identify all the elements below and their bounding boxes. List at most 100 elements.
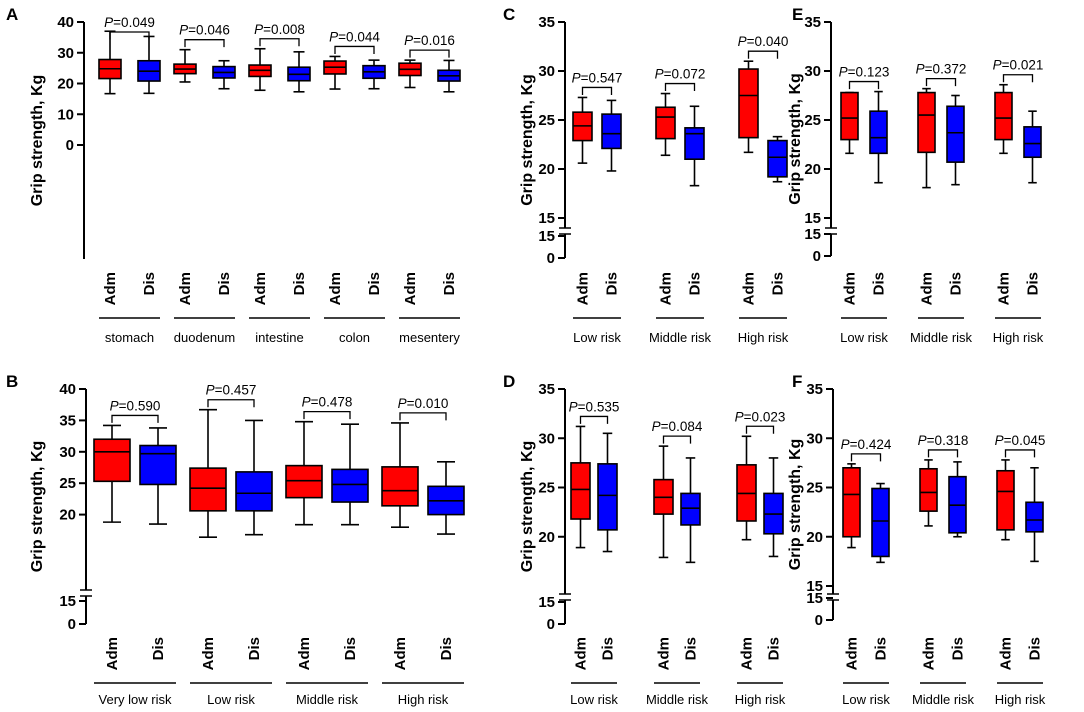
p-symbol: P <box>993 58 1002 73</box>
y-tick-label: 20 <box>806 529 823 546</box>
y-tick-label: 20 <box>538 161 555 178</box>
y-tick-label: 0 <box>547 616 555 633</box>
y-tick-label: 15 <box>806 590 823 607</box>
y-axis-label: Grip strength, Kg <box>519 441 536 573</box>
group-low-risk: P=0.424 Adm Dis Low risk <box>841 437 892 707</box>
significance-bracket <box>848 80 880 90</box>
box-iqr <box>381 466 419 507</box>
group-label: duodenum <box>174 330 235 345</box>
p-value: =0.049 <box>113 15 155 30</box>
box-iqr <box>597 463 618 531</box>
p-symbol: P <box>655 67 664 82</box>
p-symbol: P <box>841 437 850 452</box>
x-tick-adm: Adm <box>844 637 861 670</box>
p-value-label: P=0.010 <box>398 396 449 411</box>
p-symbol: P <box>569 399 578 414</box>
group-label: Low risk <box>573 330 621 345</box>
y-tick-label: 25 <box>59 475 76 492</box>
p-value-label: P=0.040 <box>738 34 789 49</box>
significance-bracket <box>745 425 775 434</box>
y-tick-label: 15 <box>806 578 823 595</box>
x-tick-adm: Adm <box>252 272 269 305</box>
significance-bracket <box>1002 74 1034 83</box>
p-value-label: P=0.021 <box>993 58 1044 73</box>
p-value: =0.372 <box>925 62 967 77</box>
group-mesentery: P=0.016 Adm Dis mesentery <box>398 33 461 345</box>
box-dis <box>235 419 273 536</box>
group-label: Middle risk <box>646 692 709 707</box>
p-symbol: P <box>329 29 338 44</box>
x-tick-dis: Dis <box>291 272 308 295</box>
y-axis-label: Grip strength, Kg <box>29 75 46 207</box>
p-value-label: P=0.023 <box>735 409 786 424</box>
box-iqr <box>285 464 323 499</box>
p-value: =0.535 <box>578 399 620 414</box>
p-symbol: P <box>995 433 1004 448</box>
box-iqr <box>994 91 1013 141</box>
y-tick-label: 35 <box>59 412 76 429</box>
group-label: Low risk <box>842 692 890 707</box>
x-tick-dis: Dis <box>150 637 167 660</box>
x-tick-dis: Dis <box>246 637 263 660</box>
box-iqr <box>680 492 701 526</box>
x-tick-dis: Dis <box>604 272 621 295</box>
p-value: =0.318 <box>927 433 969 448</box>
x-tick-adm: Adm <box>296 637 313 670</box>
p-symbol: P <box>918 433 927 448</box>
x-tick-adm: Adm <box>996 272 1013 305</box>
p-value: =0.044 <box>338 29 380 44</box>
box-dis <box>869 90 888 184</box>
p-value-label: P=0.424 <box>841 437 892 452</box>
box-iqr <box>684 127 705 160</box>
box-dis <box>763 457 784 558</box>
p-symbol: P <box>735 409 744 424</box>
x-tick-adm: Adm <box>741 272 758 305</box>
y-tick-label: 25 <box>538 112 555 129</box>
p-value: =0.478 <box>311 395 353 410</box>
box-adm <box>173 48 197 83</box>
significance-bracket <box>303 411 351 420</box>
y-tick-label: 0 <box>547 250 555 267</box>
box-iqr <box>996 469 1015 531</box>
panel-letter: B <box>6 372 18 391</box>
y-tick-label: 15 <box>538 210 555 227</box>
box-adm <box>381 422 419 528</box>
y-tick-label: 30 <box>538 63 555 80</box>
significance-bracket <box>334 45 375 54</box>
box-adm <box>98 30 122 95</box>
p-value: =0.072 <box>664 67 706 82</box>
group-middle-risk: P=0.072 Adm Dis Middle risk <box>649 67 712 345</box>
significance-bracket <box>927 449 959 458</box>
p-value-label: P=0.084 <box>652 419 703 434</box>
significance-bracket <box>184 39 225 48</box>
box-iqr <box>570 462 591 520</box>
box-iqr <box>871 487 890 558</box>
p-symbol: P <box>206 383 215 398</box>
x-tick-dis: Dis <box>216 272 233 295</box>
group-high-risk: P=0.021 Adm Dis High risk <box>993 58 1044 345</box>
p-symbol: P <box>110 398 119 413</box>
x-tick-dis: Dis <box>683 637 700 660</box>
x-tick-dis: Dis <box>600 637 617 660</box>
y-tick-label: 30 <box>806 430 823 447</box>
group-high-risk: P=0.023 Adm Dis High risk <box>735 409 786 707</box>
y-tick-label: 40 <box>59 381 76 398</box>
box-dis <box>212 59 236 90</box>
p-value-label: P=0.590 <box>110 398 161 413</box>
y-tick-label: 15 <box>538 228 555 245</box>
significance-bracket <box>109 31 150 40</box>
significance-bracket <box>850 453 882 462</box>
group-stomach: P=0.049 Adm Dis stomach <box>98 15 161 345</box>
y-tick-label: 0 <box>68 616 76 633</box>
box-adm <box>572 96 593 164</box>
significance-bracket <box>259 38 300 47</box>
x-tick-adm: Adm <box>392 637 409 670</box>
box-adm <box>398 59 422 89</box>
x-tick-dis: Dis <box>342 637 359 660</box>
y-tick-label: 30 <box>538 430 555 447</box>
y-axis-label: Grip strength, Kg <box>787 439 804 571</box>
box-dis <box>1025 466 1044 563</box>
group-label: stomach <box>105 330 154 345</box>
box-dis <box>684 105 705 187</box>
